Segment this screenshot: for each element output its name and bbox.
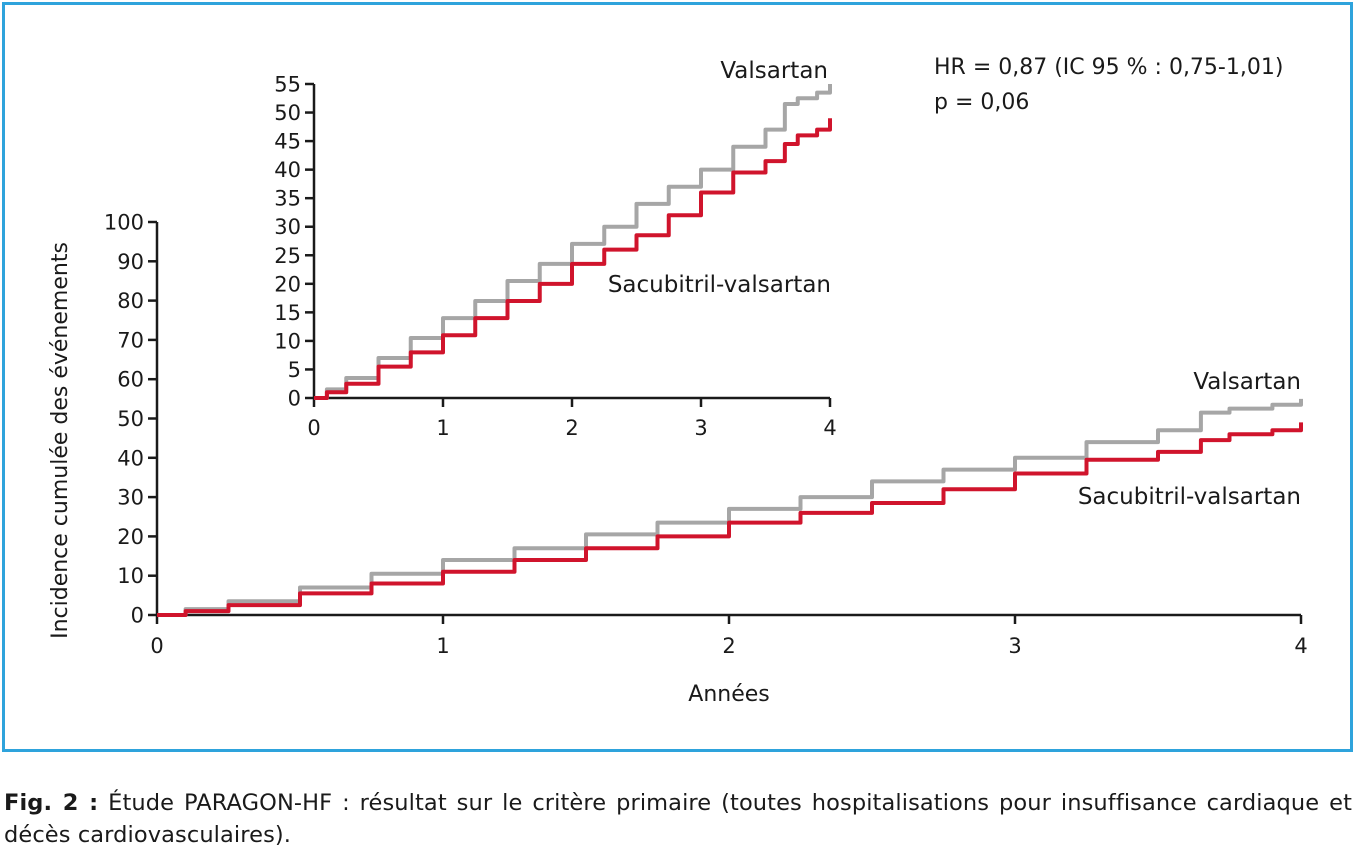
series-label-valsartan: Valsartan <box>720 58 828 84</box>
y-tick-label: 35 <box>274 187 301 211</box>
series-label-valsartan: Valsartan <box>1193 369 1301 395</box>
hazard-ratio-text: HR = 0,87 (IC 95 % : 0,75-1,01) <box>934 55 1283 80</box>
y-tick-label: 100 <box>104 211 144 235</box>
y-tick-label: 50 <box>274 101 301 125</box>
series-line-valsartan <box>314 84 832 400</box>
y-tick-label: 55 <box>274 73 301 97</box>
y-tick-label: 10 <box>274 329 301 353</box>
y-tick-label: 25 <box>274 244 301 268</box>
y-tick-label: 20 <box>274 272 301 296</box>
y-tick-label: 90 <box>117 250 144 274</box>
series-line-sacubitril-valsartan <box>157 422 1303 617</box>
series-line-valsartan <box>157 398 1303 617</box>
y-tick-label: 40 <box>274 158 301 182</box>
caption-label: Fig. 2 : <box>4 790 99 816</box>
x-tick-label: 1 <box>436 634 449 658</box>
inset-chart: 0 1 2 3 40510152025303540455055ValsartanSacu… <box>274 58 836 440</box>
series-line-sacubitril-valsartan <box>314 118 832 400</box>
x-tick-label: 2 <box>565 416 578 440</box>
x-tick-label: 4 <box>1294 634 1307 658</box>
y-tick-label: 20 <box>117 525 144 549</box>
y-tick-label: 30 <box>117 486 144 510</box>
y-tick-label: 40 <box>117 446 144 470</box>
x-axis-title: Années <box>688 682 769 707</box>
y-tick-label: 0 <box>288 387 301 411</box>
series-label-sacubitril-valsartan: Sacubitril-valsartan <box>608 272 831 298</box>
p-value-text: p = 0,06 <box>934 90 1029 115</box>
main-chart: 0 1 2 3 40102030405060708090100ValsartanSacu… <box>48 211 1308 708</box>
y-axis-title: Incidence cumulée des événements <box>48 242 73 639</box>
y-tick-label: 70 <box>117 328 144 352</box>
x-tick-label: 1 <box>436 416 449 440</box>
caption-text: Étude PARAGON-HF : résultat sur le critè… <box>4 790 1352 848</box>
x-tick-label: 2 <box>722 634 735 658</box>
y-tick-label: 30 <box>274 215 301 239</box>
y-tick-label: 0 <box>131 604 144 628</box>
y-tick-label: 15 <box>274 301 301 325</box>
y-tick-label: 10 <box>117 564 144 588</box>
figure-caption: Fig. 2 : Étude PARAGON-HF : résultat sur… <box>4 787 1352 851</box>
x-tick-label: 4 <box>823 416 836 440</box>
series-label-sacubitril-valsartan: Sacubitril-valsartan <box>1078 484 1301 510</box>
y-tick-label: 50 <box>117 407 144 431</box>
x-tick-label: 3 <box>694 416 707 440</box>
figure-frame: 0 1 2 3 4 0 10 20 30 40 50 60 70 80 90 100 Valsartan Sacu… <box>2 2 1353 752</box>
chart-canvas: 0 1 2 3 40102030405060708090100ValsartanSacu… <box>48 55 1308 708</box>
y-tick-label: 45 <box>274 130 301 154</box>
x-tick-label: 3 <box>1008 634 1021 658</box>
y-tick-label: 60 <box>117 368 144 392</box>
y-tick-label: 5 <box>288 358 301 382</box>
y-tick-label: 80 <box>117 289 144 313</box>
x-tick-label: 0 <box>150 634 163 658</box>
x-tick-label: 0 <box>307 416 320 440</box>
